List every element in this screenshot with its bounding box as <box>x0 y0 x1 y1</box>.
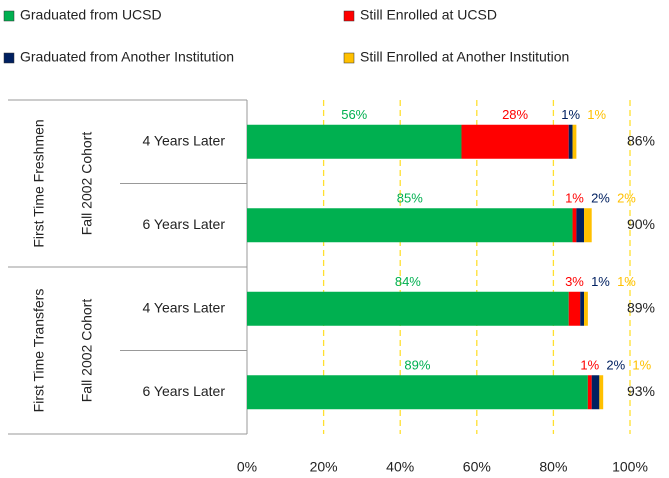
total-label: 93% <box>627 383 655 399</box>
group-sublabel: Fall 2002 Cohort <box>79 299 95 403</box>
x-tick-label: 80% <box>539 459 567 475</box>
data-label: 1% <box>561 107 580 122</box>
group-label: First Time Transfers <box>31 289 47 413</box>
data-label: 56% <box>341 107 367 122</box>
bar-segment <box>584 208 592 243</box>
bar-segment <box>568 124 573 159</box>
y-tick-label: 4 Years Later <box>142 299 225 315</box>
x-tick-label: 40% <box>386 459 414 475</box>
legend-swatch <box>3 52 15 64</box>
bar-segment <box>599 375 604 410</box>
data-label: 85% <box>397 191 423 206</box>
bar-segment <box>572 124 577 159</box>
data-label: 1% <box>565 191 584 206</box>
data-label: 84% <box>395 274 421 289</box>
y-tick-label: 6 Years Later <box>142 216 225 232</box>
group-sublabel: Fall 2002 Cohort <box>79 132 95 236</box>
bar-segment <box>247 208 573 243</box>
group-label: First Time Freshmen <box>31 119 47 247</box>
legend-label: Graduated from Another Institution <box>20 49 234 65</box>
data-label: 2% <box>617 191 636 206</box>
data-label: 1% <box>617 274 636 289</box>
data-label: 1% <box>587 107 606 122</box>
bar-segment <box>247 375 588 410</box>
bar-segment <box>587 375 592 410</box>
data-label: 2% <box>591 191 610 206</box>
data-label: 2% <box>606 358 625 373</box>
bar-segment <box>461 124 569 159</box>
bar-segment <box>580 291 585 326</box>
data-label: 28% <box>502 107 528 122</box>
bar-segment <box>584 291 588 326</box>
legend-label: Graduated from UCSD <box>20 7 162 23</box>
total-label: 86% <box>627 132 655 148</box>
total-label: 90% <box>627 216 655 232</box>
legend-label: Still Enrolled at Another Institution <box>360 49 569 65</box>
y-tick-label: 4 Years Later <box>142 132 225 148</box>
x-tick-label: 60% <box>463 459 491 475</box>
bar-segment <box>576 208 585 243</box>
x-tick-label: 0% <box>237 459 257 475</box>
x-tick-label: 100% <box>612 459 648 475</box>
bar-segment <box>247 291 569 326</box>
bar-segment <box>591 375 600 410</box>
x-tick-label: 20% <box>310 459 338 475</box>
bar-segment <box>572 208 577 243</box>
data-label: 1% <box>632 358 651 373</box>
legend-swatch <box>343 52 355 64</box>
legend-swatch <box>3 10 15 22</box>
legend-label: Still Enrolled at UCSD <box>360 7 497 23</box>
bar-segment <box>247 124 462 159</box>
total-label: 89% <box>627 299 655 315</box>
data-label: 89% <box>404 358 430 373</box>
data-label: 1% <box>580 358 599 373</box>
bar-segment <box>568 291 581 326</box>
data-label: 1% <box>591 274 610 289</box>
data-label: 3% <box>565 274 584 289</box>
legend-swatch <box>343 10 355 22</box>
y-tick-label: 6 Years Later <box>142 383 225 399</box>
